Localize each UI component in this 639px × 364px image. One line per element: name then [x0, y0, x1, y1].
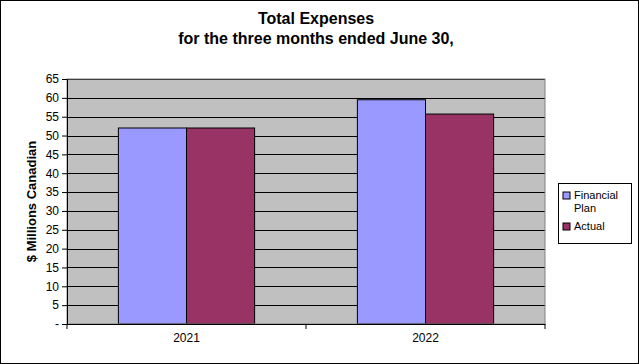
subtitle: for the three months ended June 30,: [178, 30, 454, 47]
y-tick: 50: [46, 129, 67, 143]
y-tick: 30: [46, 204, 67, 218]
y-tick-label: 10: [46, 280, 60, 294]
y-tick-mark: [62, 286, 67, 287]
bar: [187, 128, 255, 324]
legend-label-line: Plan: [574, 202, 596, 214]
y-tick: 10: [46, 280, 67, 294]
y-tick-label: 55: [46, 110, 60, 124]
legend-label: Actual: [574, 220, 605, 232]
x-axis: 2021 2022: [68, 324, 546, 345]
y-tick-label: 50: [46, 129, 60, 143]
y-tick-mark: [62, 211, 67, 212]
bar: [118, 128, 186, 324]
legend-label-line: Financial: [574, 189, 618, 201]
grid: [67, 80, 545, 325]
y-tick-mark: [62, 305, 67, 306]
y-tick-mark: [62, 230, 67, 231]
y-tick-label: 20: [46, 242, 60, 256]
legend-swatch: [563, 192, 570, 199]
y-tick: 15: [46, 261, 67, 275]
legend-label: Financial Plan: [574, 189, 618, 214]
x-tick-label: 2022: [412, 331, 439, 345]
category-separator: [67, 324, 68, 329]
y-tick-label: 45: [46, 148, 60, 162]
y-tick-label: 5: [52, 298, 59, 312]
chart-svg: - 5 10 15 20 25 30 35 40 45 50 55 60 65 2021 2022 Total …: [0, 0, 639, 364]
grid-line: [67, 98, 545, 99]
chart-border: [1, 1, 639, 364]
y-tick: 35: [46, 185, 67, 199]
chart-container: - 5 10 15 20 25 30 35 40 45 50 55 60 65 2021 2022 Total …: [0, 0, 639, 364]
y-tick: 40: [46, 167, 67, 181]
y-tick: 5: [52, 298, 67, 312]
x-tick: 2021: [173, 324, 200, 345]
y-tick-label: 40: [46, 167, 60, 181]
y-tick-label: 25: [46, 223, 60, 237]
y-tick-mark: [62, 173, 67, 174]
y-tick-label: 60: [46, 91, 60, 105]
category-separator: [306, 324, 307, 329]
y-tick: 55: [46, 110, 67, 124]
plot-background: [67, 79, 545, 324]
y-tick-mark: [62, 98, 67, 99]
y-tick-mark: [62, 249, 67, 250]
plot: - 5 10 15 20 25 30 35 40 45 50 55 60 65 2021 2022: [46, 72, 546, 344]
y-tick: 60: [46, 91, 67, 105]
x-tick: 2022: [412, 324, 439, 345]
y-tick-mark: [62, 192, 67, 193]
y-tick: 45: [46, 148, 67, 162]
y-tick-mark: [62, 136, 67, 137]
y-axis-line: [62, 80, 68, 325]
y-tick-mark: [62, 324, 67, 325]
y-tick: 65: [46, 72, 67, 86]
y-tick-label: -: [55, 317, 59, 331]
bar: [426, 114, 494, 324]
category-separator: [545, 324, 546, 329]
y-axis: - 5 10 15 20 25 30 35 40 45 50 55 60 65: [46, 72, 68, 331]
title: Total Expenses: [258, 10, 374, 27]
y-tick-mark: [62, 267, 67, 268]
y-tick: 20: [46, 242, 67, 256]
bars: [118, 100, 493, 324]
y-tick-label: 65: [46, 72, 60, 86]
legend-box: [559, 184, 632, 244]
plot-frame: [67, 79, 545, 324]
y-tick-label: 30: [46, 204, 60, 218]
y-tick-mark: [62, 154, 67, 155]
bar: [357, 100, 425, 324]
y-tick-mark: [62, 117, 67, 118]
y-tick: -: [55, 317, 67, 331]
x-tick-label: 2021: [173, 331, 200, 345]
legend-label-line: Actual: [574, 220, 605, 232]
y-tick-label: 15: [46, 261, 60, 275]
y-tick-mark: [62, 79, 67, 80]
y-tick: 25: [46, 223, 67, 237]
y-tick-label: 35: [46, 185, 60, 199]
legend: Financial Plan Actual: [559, 184, 632, 244]
legend-swatch: [563, 223, 570, 230]
y-axis-title: $ Millions Canadian: [24, 141, 39, 262]
category-separators: [67, 324, 545, 329]
